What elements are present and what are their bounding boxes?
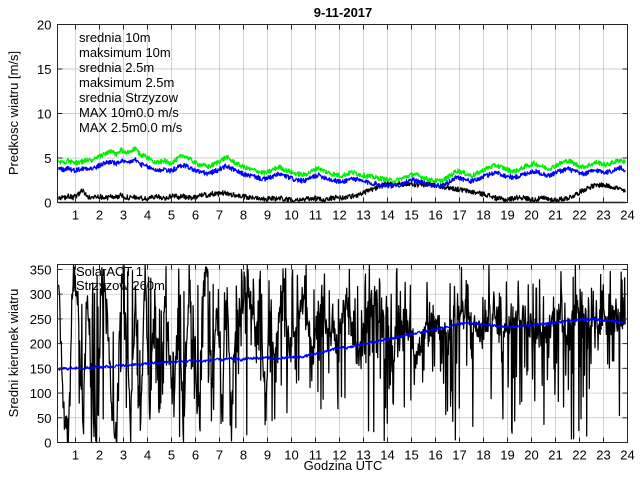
series-line (58, 180, 626, 203)
x-tick-label: 19 (500, 208, 514, 223)
y-tick-label: 50 (37, 411, 51, 426)
top-panel-y-tick-labels: 0 5 10 15 20 (37, 18, 51, 211)
y-tick-label: 15 (37, 62, 51, 77)
y-tick-label: 100 (30, 386, 52, 401)
x-tick-label: 15 (404, 208, 418, 223)
x-tick-label: 11 (309, 208, 323, 223)
series-line (58, 157, 626, 189)
x-tick-label: 23 (596, 448, 610, 463)
x-tick-label: 17 (452, 448, 466, 463)
bottom-panel-series-group (58, 263, 626, 444)
legend-entry-1: maksimum 10m (79, 45, 171, 60)
x-tick-label: 18 (476, 448, 490, 463)
x-tick-label: 7 (216, 448, 223, 463)
x-tick-label: 4 (144, 448, 151, 463)
x-tick-label: 20 (524, 208, 538, 223)
bottom-panel-tickmarks (57, 264, 628, 443)
x-tick-label: 12 (332, 208, 346, 223)
x-tick-label: 16 (428, 448, 442, 463)
x-tick-label: 24 (620, 448, 634, 463)
x-tick-label: 22 (572, 208, 586, 223)
x-tick-label: 21 (548, 448, 562, 463)
y-tick-label: 200 (30, 337, 52, 352)
y-tick-label: 20 (37, 18, 51, 33)
x-tick-label: 13 (356, 448, 370, 463)
x-tick-label: 6 (192, 208, 199, 223)
x-tick-label: 8 (240, 448, 247, 463)
legend-entry-2: srednia 2.5m (79, 60, 154, 75)
x-tick-label: 2 (96, 208, 103, 223)
y-tick-label: 10 (37, 107, 51, 122)
x-tick-label: 2 (96, 448, 103, 463)
legend-entry-0: SolarACT 1 (76, 264, 143, 279)
x-tick-label: 10 (284, 208, 298, 223)
x-tick-label: 23 (596, 208, 610, 223)
x-tick-label: 20 (524, 448, 538, 463)
x-tick-label: 9 (264, 208, 271, 223)
x-tick-label: 22 (572, 448, 586, 463)
x-tick-label: 13 (356, 208, 370, 223)
x-tick-label: 24 (620, 208, 634, 223)
x-tick-label: 15 (404, 448, 418, 463)
bottom-panel-x-axis-label: Godzina UTC (304, 458, 383, 473)
x-tick-label: 14 (380, 448, 394, 463)
legend-entry-1: Strzyzow 260m (76, 278, 165, 293)
x-tick-label: 14 (380, 208, 394, 223)
y-tick-label: 5 (44, 151, 51, 166)
x-tick-label: 1 (72, 208, 79, 223)
legend-entry-6: MAX 2.5m0.0 m/s (79, 120, 183, 135)
top-panel-tickmarks (57, 24, 628, 203)
series-line (58, 317, 626, 371)
x-tick-label: 3 (120, 208, 127, 223)
x-tick-label: 11 (309, 448, 323, 463)
page-title: 9-11-2017 (314, 5, 373, 20)
x-tick-label: 12 (332, 448, 346, 463)
bottom-panel-axes-box (57, 264, 628, 443)
legend-entry-0: srednia 10m (79, 30, 151, 45)
x-tick-label: 7 (216, 208, 223, 223)
x-tick-label: 21 (548, 208, 562, 223)
x-tick-label: 18 (476, 208, 490, 223)
y-tick-label: 0 (44, 436, 51, 451)
x-tick-label: 5 (168, 448, 175, 463)
x-tick-label: 4 (144, 208, 151, 223)
legend-entry-4: srednia Strzyzow (79, 90, 179, 105)
x-tick-label: 3 (120, 448, 127, 463)
x-tick-label: 10 (284, 448, 298, 463)
series-line (58, 263, 626, 444)
bottom-panel-y-tick-labels: 0 50 100 150 200 250 300 350 (30, 262, 52, 450)
bottom-panel-x-tick-labels: 1 2 3 4 5 6 7 8 9 10 11 12 13 14 15 16 17 18 19 20 21 22 23 24 (72, 448, 635, 463)
y-tick-label: 300 (30, 287, 52, 302)
x-tick-label: 6 (192, 448, 199, 463)
y-tick-label: 250 (30, 312, 52, 327)
x-tick-label: 5 (168, 208, 175, 223)
y-tick-label: 350 (30, 262, 52, 277)
x-tick-label: 8 (240, 208, 247, 223)
x-tick-label: 16 (428, 208, 442, 223)
bottom-panel-y-axis-label: Sredni kierunek wiatru (6, 289, 21, 418)
legend-entry-3: maksimum 2.5m (79, 75, 174, 90)
top-panel-y-axis-label: Predkosc wiatru [m/s] (6, 51, 21, 175)
x-tick-label: 19 (500, 448, 514, 463)
legend-entry-5: MAX 10m0.0 m/s (79, 105, 179, 120)
series-line (58, 146, 626, 184)
top-panel-x-tick-labels: 1 2 3 4 5 6 7 8 9 10 11 12 13 14 15 16 17 18 19 20 21 22 23 24 (72, 208, 635, 223)
x-tick-label: 1 (72, 448, 79, 463)
x-tick-label: 9 (264, 448, 271, 463)
x-tick-label: 17 (452, 208, 466, 223)
y-tick-label: 150 (30, 361, 52, 376)
y-tick-label: 0 (44, 196, 51, 211)
